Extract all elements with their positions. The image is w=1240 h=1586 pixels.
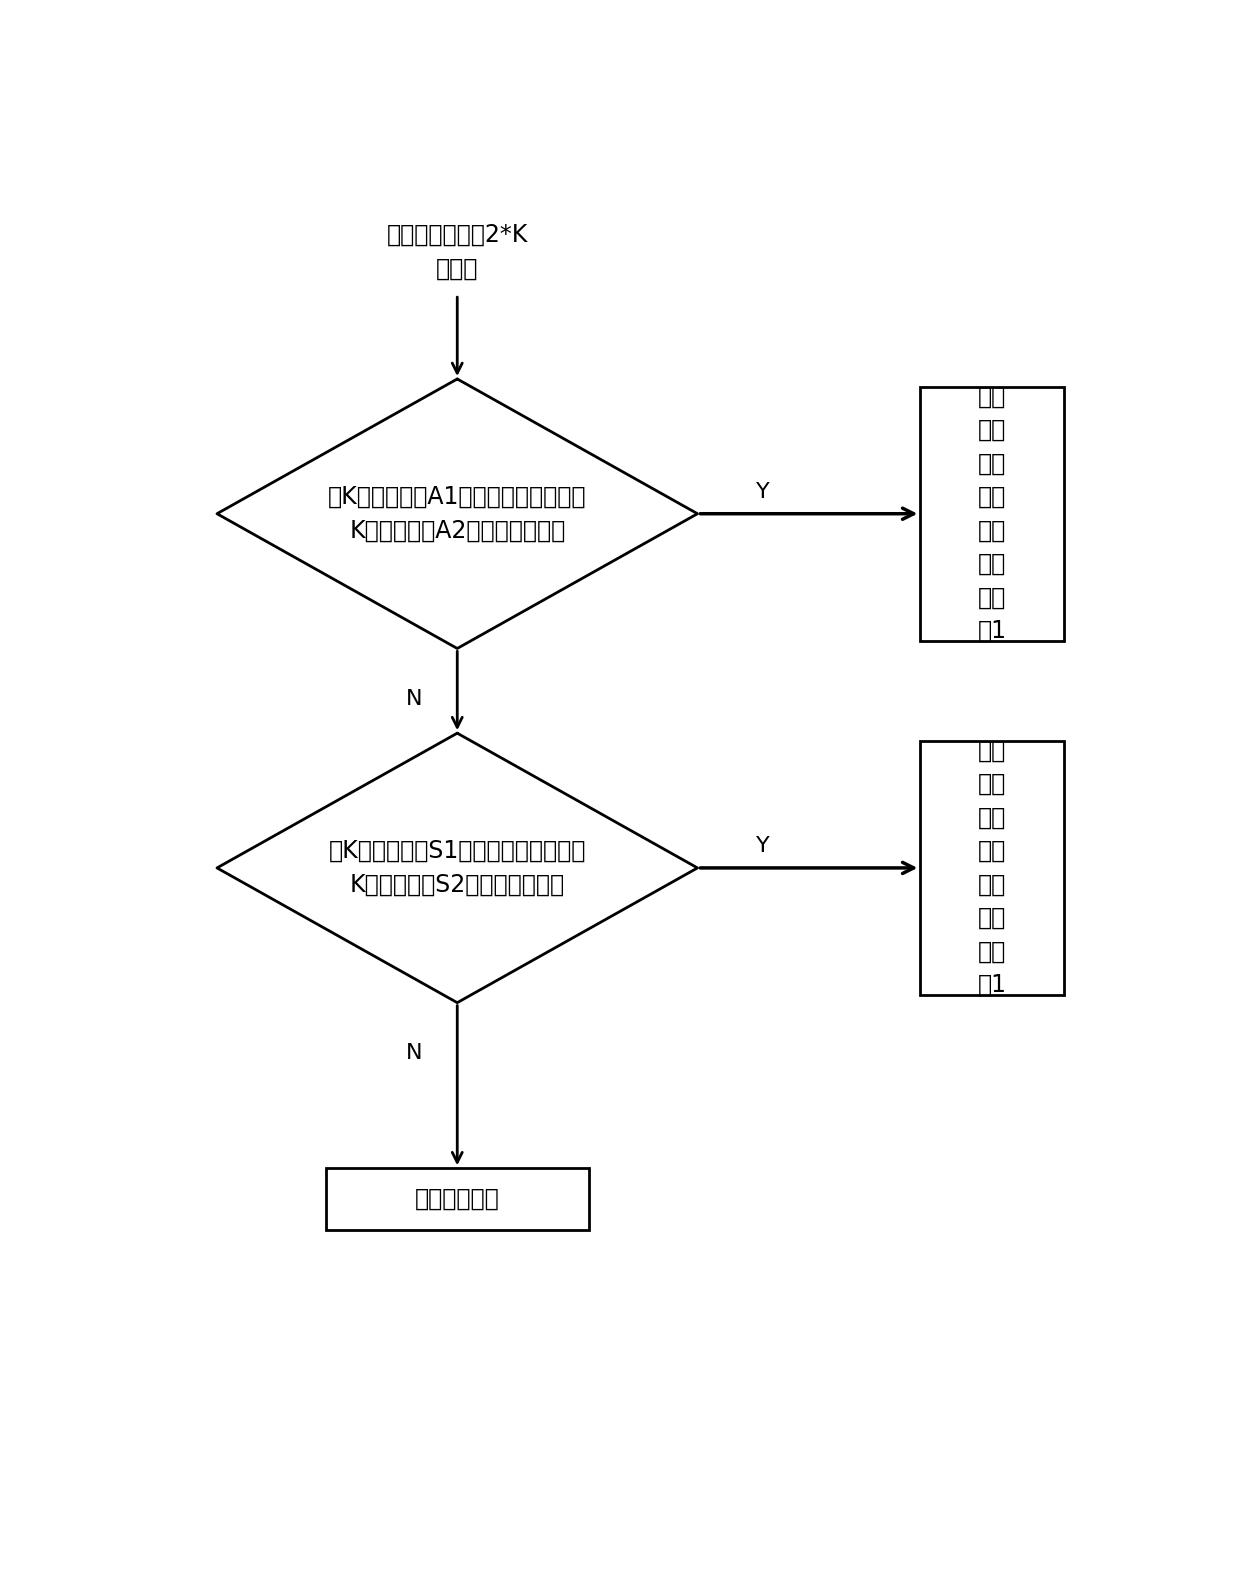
Text: 判断
为某
人进
会议
室，
人员
计数
加1: 判断 为某 人进 会议 室， 人员 计数 加1 <box>977 384 1007 642</box>
Text: N: N <box>407 1042 423 1063</box>
Text: Y: Y <box>755 482 769 503</box>
Bar <box>920 387 1064 641</box>
Text: 人员计数保存: 人员计数保存 <box>415 1186 500 1212</box>
Bar <box>325 1169 589 1229</box>
Text: 某条轨迹的连续2*K
帧数据: 某条轨迹的连续2*K 帧数据 <box>387 224 528 281</box>
Text: 判断
为某
人出
会议
室，
人员
计数
减1: 判断 为某 人出 会议 室， 人员 计数 减1 <box>977 739 1007 998</box>
Text: 前K帧中有至少S1帧位于边界内，且后
K帧中至少有S2帧位于边界外？: 前K帧中有至少S1帧位于边界内，且后 K帧中至少有S2帧位于边界外？ <box>329 839 587 896</box>
Text: N: N <box>407 688 423 709</box>
Text: Y: Y <box>755 836 769 856</box>
Bar <box>920 741 1064 994</box>
Text: 前K帧中有至少A1帧位于边界外，且后
K帧中至少有A2帧位于边界内？: 前K帧中有至少A1帧位于边界外，且后 K帧中至少有A2帧位于边界内？ <box>329 485 587 542</box>
